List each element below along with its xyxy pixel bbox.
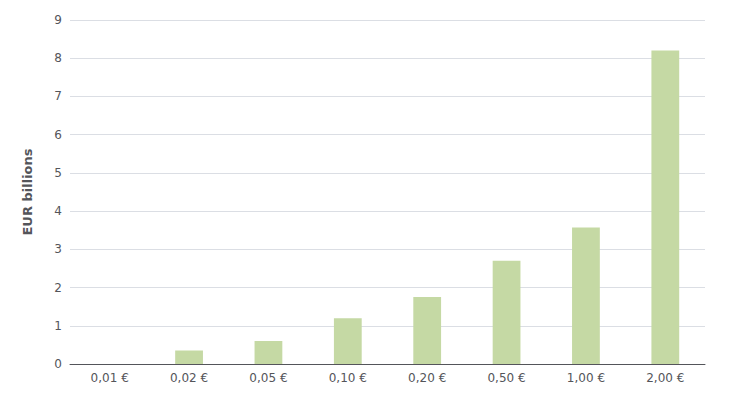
svg-text:0,01 €: 0,01 € [91, 371, 129, 385]
svg-text:1: 1 [54, 319, 62, 333]
svg-text:3: 3 [54, 242, 62, 256]
svg-text:4: 4 [54, 204, 62, 218]
svg-text:2,00 €: 2,00 € [646, 371, 684, 385]
svg-text:9: 9 [54, 13, 62, 27]
svg-text:8: 8 [54, 51, 62, 65]
svg-text:2: 2 [54, 281, 62, 295]
svg-text:0,02 €: 0,02 € [170, 371, 208, 385]
svg-text:1,00 €: 1,00 € [567, 371, 605, 385]
svg-text:0,50 €: 0,50 € [487, 371, 525, 385]
svg-text:0,20 €: 0,20 € [408, 371, 446, 385]
svg-text:0: 0 [54, 357, 62, 371]
svg-text:0,10 €: 0,10 € [329, 371, 367, 385]
svg-text:EUR billions: EUR billions [20, 148, 35, 235]
svg-text:6: 6 [54, 128, 62, 142]
svg-text:0,05 €: 0,05 € [249, 371, 287, 385]
svg-text:7: 7 [54, 89, 62, 103]
svg-text:5: 5 [54, 166, 62, 180]
